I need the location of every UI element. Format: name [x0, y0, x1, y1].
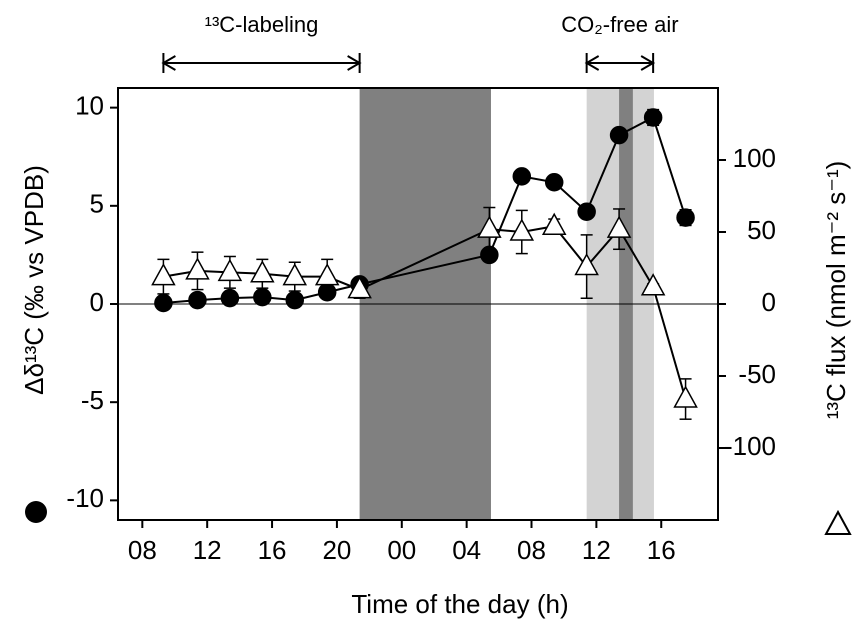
data-point [640, 273, 666, 296]
x-tick-label: 20 [322, 535, 351, 565]
x-tick-label: 08 [128, 535, 157, 565]
data-point [673, 385, 698, 408]
annotation: ¹³C-labeling [205, 12, 319, 37]
annotation-arrow-head [640, 55, 656, 71]
data-point [151, 263, 176, 286]
data-point [509, 218, 535, 241]
data-point [253, 287, 272, 307]
data-point [477, 215, 502, 238]
x-tick-label: 08 [517, 535, 546, 565]
data-point [577, 202, 596, 221]
x-tick-label: 16 [258, 535, 287, 565]
annotation: CO₂-free air [561, 12, 678, 37]
annotation-arrow-head [161, 55, 176, 71]
x-tick-label: 00 [387, 535, 416, 565]
data-point [154, 293, 173, 313]
legend-circle [25, 501, 47, 523]
data-point [541, 212, 567, 235]
y2-axis-label: ¹³C flux (nmol m⁻² s⁻¹) [821, 161, 851, 420]
y2-tick-label: 100 [733, 143, 776, 173]
data-point [512, 167, 532, 186]
annotation-arrow-head [584, 55, 600, 71]
x-axis-label: Time of the day (h) [351, 589, 568, 619]
y-tick-label: 5 [90, 189, 104, 219]
data-point [217, 258, 243, 282]
y-tick-label: -5 [81, 385, 104, 415]
y2-tick-label: 50 [747, 215, 776, 245]
y-axis-label: Δδ¹³C (‰ vs VPDB) [19, 165, 49, 395]
data-point [285, 290, 305, 310]
data-point [188, 290, 207, 310]
data-point [347, 276, 372, 299]
data-point [185, 257, 210, 280]
data-point [220, 288, 240, 308]
x-tick-label: 12 [193, 535, 222, 565]
y-tick-label: -10 [66, 483, 104, 513]
data-point [609, 125, 629, 145]
y2-tick-label: -100 [724, 431, 776, 461]
y2-tick-label: 0 [762, 287, 776, 317]
x-tick-label: 16 [647, 535, 676, 565]
y2-tick-label: -50 [738, 359, 776, 389]
data-point [676, 208, 695, 227]
x-tick-label: 12 [582, 535, 611, 565]
x-tick-label: 04 [452, 535, 481, 565]
legend-triangle [824, 509, 852, 535]
data-point [544, 173, 564, 192]
data-point [250, 260, 275, 283]
annotation-arrow-head [347, 55, 362, 71]
y-tick-label: 10 [75, 91, 104, 121]
y-tick-label: 0 [90, 287, 104, 317]
data-point [643, 108, 663, 127]
data-point [606, 215, 632, 238]
data-point [574, 253, 599, 276]
data-point [282, 263, 308, 286]
data-point [314, 263, 340, 286]
